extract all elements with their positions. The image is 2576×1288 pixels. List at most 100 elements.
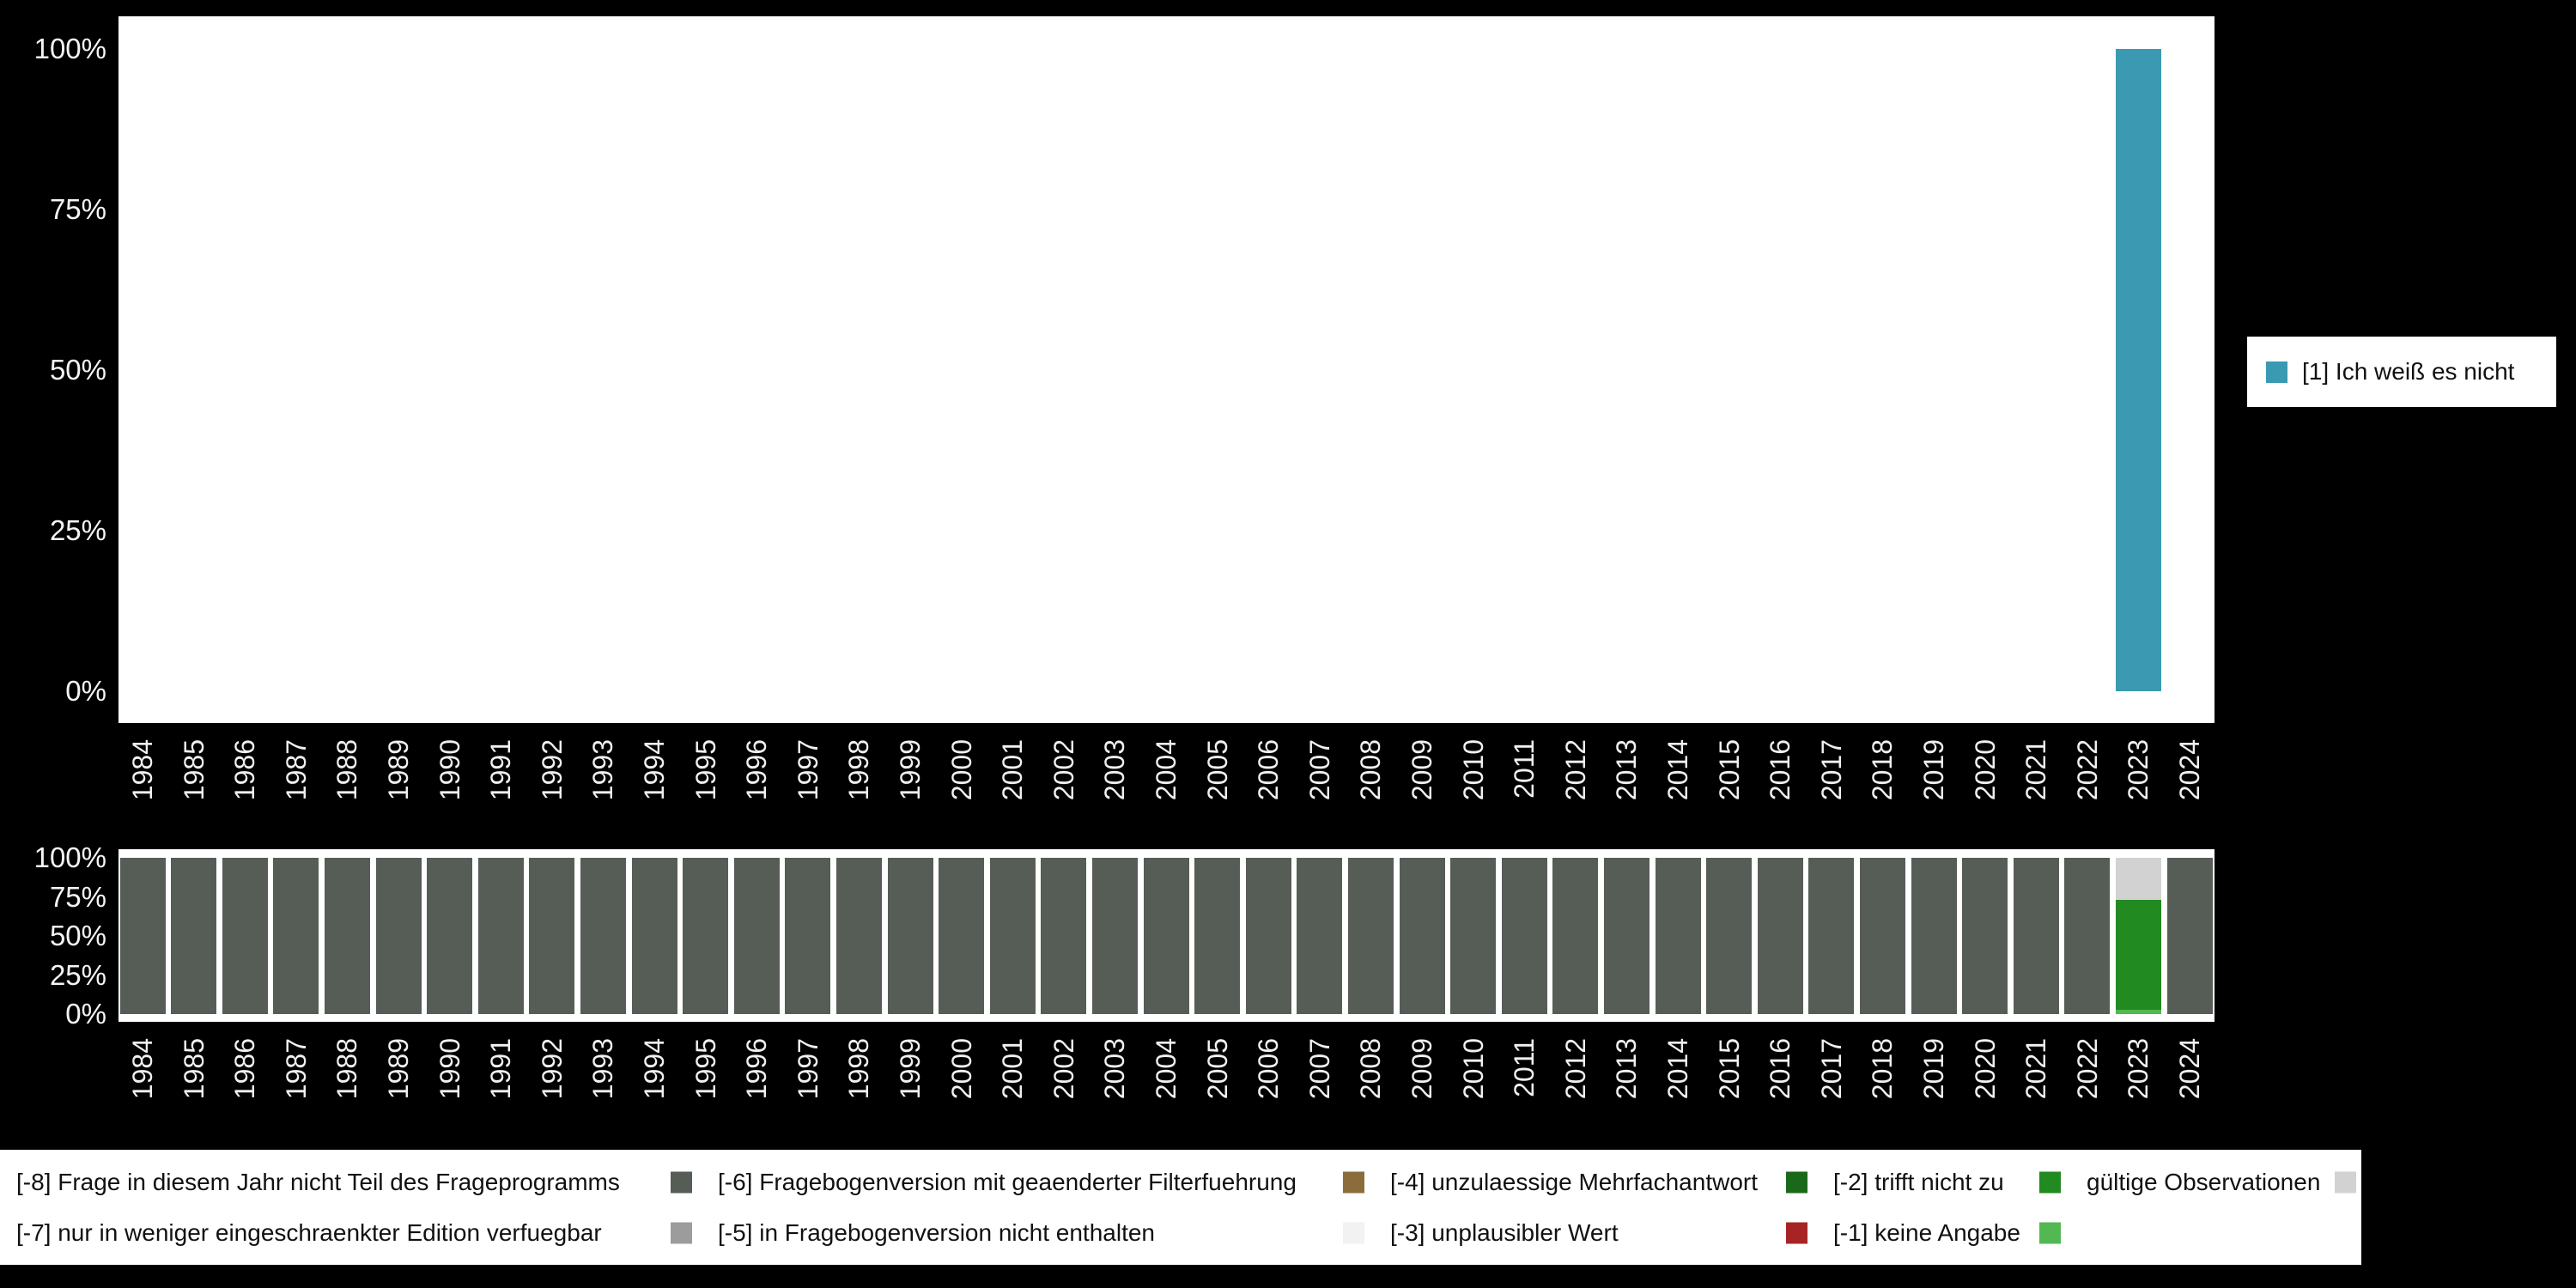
bar-segment-2008 xyxy=(1347,858,1394,1014)
bar-segment-2012 xyxy=(1552,858,1599,1014)
x-tick-label-top-2013: 2013 xyxy=(1611,739,1643,801)
x-tick-label-top-2000: 2000 xyxy=(945,739,977,801)
x-tick-label-top-1989: 1989 xyxy=(383,739,414,801)
x-tick-label-bottom-2018: 2018 xyxy=(1867,1038,1899,1100)
x-tick-label-top-2016: 2016 xyxy=(1765,739,1796,801)
bar-segment-1987 xyxy=(273,858,319,1014)
legend-item-label: [-7] nur in weniger eingeschraenkter Edi… xyxy=(16,1218,602,1246)
x-tick-label-top-2003: 2003 xyxy=(1099,739,1131,801)
x-tick-label-top-1991: 1991 xyxy=(485,739,517,801)
bar-segment-2006 xyxy=(1245,858,1291,1014)
x-tick-label-bottom-2020: 2020 xyxy=(1969,1038,2001,1100)
legend-item: [-1] keine Angabe xyxy=(1833,1209,2087,1257)
y-tick-label-bottom: 100% xyxy=(33,841,106,873)
bar-segment-2002 xyxy=(1041,858,1087,1014)
x-tick-label-bottom-1989: 1989 xyxy=(383,1038,414,1100)
x-tick-label-bottom-1995: 1995 xyxy=(690,1038,721,1100)
x-tick-label-bottom-1997: 1997 xyxy=(792,1038,823,1100)
x-tick-label-top-2009: 2009 xyxy=(1406,739,1437,801)
x-tick-label-bottom-2003: 2003 xyxy=(1099,1038,1131,1100)
legend-item: [-3] unplausibler Wert xyxy=(1390,1209,1833,1257)
bar-segment-1995 xyxy=(683,858,729,1014)
x-tick-label-bottom-1999: 1999 xyxy=(895,1038,926,1100)
x-tick-label-bottom-1987: 1987 xyxy=(280,1038,312,1100)
x-tick-label-bottom-2005: 2005 xyxy=(1201,1038,1233,1100)
x-tick-label-top-1986: 1986 xyxy=(229,739,261,801)
legend-swatch xyxy=(1786,1222,1807,1243)
y-tick-label-bottom: 25% xyxy=(49,958,106,991)
x-tick-label-bottom-2015: 2015 xyxy=(1713,1038,1745,1100)
bar-segment-2020 xyxy=(1962,858,2008,1014)
x-tick-label-top-2006: 2006 xyxy=(1253,739,1285,801)
bar-segment-2019 xyxy=(1911,858,1957,1014)
legend-item: [-2] trifft nicht zu xyxy=(1833,1158,2087,1206)
x-tick-label-bottom-2010: 2010 xyxy=(1457,1038,1489,1100)
x-tick-label-top-2002: 2002 xyxy=(1048,739,1079,801)
x-tick-label-top-1998: 1998 xyxy=(843,739,875,801)
legend-item: [-4] unzulaessige Mehrfachantwort xyxy=(1390,1158,1833,1206)
legend-item-label: [-8] Frage in diesem Jahr nicht Teil des… xyxy=(16,1168,620,1195)
legend-item-label: [-5] in Fragebogenversion nicht enthalte… xyxy=(718,1218,1155,1246)
bar-segment-2023 xyxy=(2115,900,2161,1010)
legend-swatch xyxy=(2039,1222,2061,1243)
bar-segment-2011 xyxy=(1501,858,1547,1014)
x-tick-label-top-2020: 2020 xyxy=(1969,739,2001,801)
legend-item: [-7] nur in weniger eingeschraenkter Edi… xyxy=(16,1209,718,1257)
x-tick-label-top-1997: 1997 xyxy=(792,739,823,801)
bar-segment-2010 xyxy=(1450,858,1497,1014)
bar-segment-1999 xyxy=(887,858,933,1014)
legend-swatch xyxy=(2335,1171,2357,1193)
x-tick-label-bottom-2014: 2014 xyxy=(1662,1038,1693,1100)
bar-segment-2000 xyxy=(939,858,985,1014)
x-tick-label-bottom-1990: 1990 xyxy=(434,1038,465,1100)
legend-item-label: [-6] Fragebogenversion mit geaenderter F… xyxy=(718,1168,1297,1195)
y-tick-label-bottom: 75% xyxy=(49,880,106,913)
x-tick-label-top-2023: 2023 xyxy=(2123,739,2154,801)
bar-segment-2021 xyxy=(2013,858,2059,1014)
bar-segment-2023 xyxy=(2115,858,2161,901)
x-tick-label-bottom-1996: 1996 xyxy=(741,1038,773,1100)
y-tick-label-top: 50% xyxy=(49,354,106,386)
x-tick-label-bottom-2023: 2023 xyxy=(2123,1038,2154,1100)
legend-item-label: [-3] unplausibler Wert xyxy=(1390,1218,1619,1246)
x-tick-label-top-1996: 1996 xyxy=(741,739,773,801)
legend-row: [-7] nur in weniger eingeschraenkter Edi… xyxy=(16,1209,2361,1257)
legend-item-label: [1] Ich weiß es nicht xyxy=(2302,358,2515,385)
bar-segment-1991 xyxy=(477,858,524,1014)
legend-swatch xyxy=(1786,1171,1807,1193)
y-tick-label-top: 75% xyxy=(49,193,106,225)
y-tick-label-top: 0% xyxy=(65,675,106,707)
x-tick-label-top-2015: 2015 xyxy=(1713,739,1745,801)
x-tick-label-bottom-2021: 2021 xyxy=(2020,1038,2052,1100)
x-tick-label-top-1987: 1987 xyxy=(280,739,312,801)
x-tick-label-bottom-2002: 2002 xyxy=(1048,1038,1079,1100)
x-tick-label-bottom-2019: 2019 xyxy=(1918,1038,1949,1100)
x-tick-label-bottom-1984: 1984 xyxy=(127,1038,158,1100)
x-tick-label-top-2004: 2004 xyxy=(1151,739,1182,801)
legend-item: gültige Observationen xyxy=(2087,1158,2382,1206)
legend-item-label: [-4] unzulaessige Mehrfachantwort xyxy=(1390,1168,1758,1195)
x-tick-label-bottom-2007: 2007 xyxy=(1303,1038,1335,1100)
x-tick-label-top-1993: 1993 xyxy=(587,739,619,801)
x-tick-label-top-2010: 2010 xyxy=(1457,739,1489,801)
bar-segment-2015 xyxy=(1706,858,1753,1014)
x-tick-label-top-2019: 2019 xyxy=(1918,739,1949,801)
bar-segment-2014 xyxy=(1655,858,1701,1014)
x-tick-label-bottom-1988: 1988 xyxy=(331,1038,363,1100)
y-tick-label-bottom: 0% xyxy=(65,998,106,1030)
x-tick-label-top-2012: 2012 xyxy=(1559,739,1591,801)
bar-segment-2005 xyxy=(1194,858,1241,1014)
x-tick-label-bottom-1998: 1998 xyxy=(843,1038,875,1100)
bar-segment-2016 xyxy=(1757,858,1803,1014)
x-tick-label-top-2018: 2018 xyxy=(1867,739,1899,801)
x-tick-label-bottom-2012: 2012 xyxy=(1559,1038,1591,1100)
legend-row: [-8] Frage in diesem Jahr nicht Teil des… xyxy=(16,1158,2361,1206)
bar-segment-1985 xyxy=(171,858,217,1014)
x-tick-label-bottom-1993: 1993 xyxy=(587,1038,619,1100)
x-tick-label-bottom-2024: 2024 xyxy=(2174,1038,2205,1100)
x-tick-label-bottom-1992: 1992 xyxy=(536,1038,568,1100)
x-tick-label-bottom-1991: 1991 xyxy=(485,1038,517,1100)
x-tick-label-top-2024: 2024 xyxy=(2174,739,2205,801)
x-tick-label-top-2008: 2008 xyxy=(1355,739,1387,801)
